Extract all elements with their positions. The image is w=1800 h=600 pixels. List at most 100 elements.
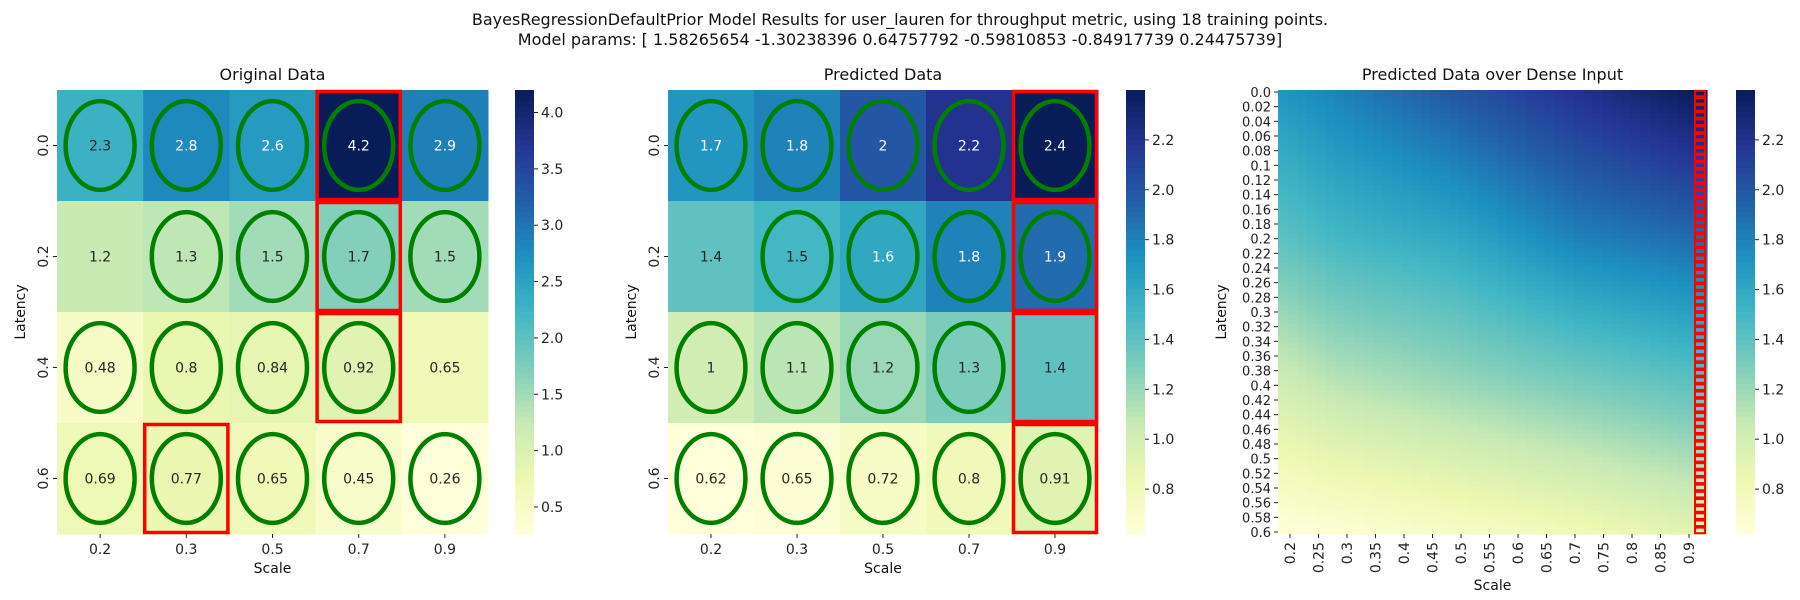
dense-heatmap-cell xyxy=(1697,357,1708,363)
dense-heatmap-cell xyxy=(1554,300,1565,306)
dense-heatmap-cell xyxy=(1573,438,1584,444)
dense-heatmap-cell xyxy=(1630,228,1641,234)
dense-heatmap-cell xyxy=(1478,90,1489,96)
colorbar-2-segment xyxy=(1736,134,1755,141)
dense-heatmap-cell xyxy=(1335,462,1346,468)
dense-heatmap-cell xyxy=(1382,376,1393,382)
dense-heatmap-cell xyxy=(1564,285,1575,292)
dense-heatmap-cell xyxy=(1335,242,1346,249)
dense-heatmap-cell xyxy=(1382,514,1393,521)
dense-heatmap-cell xyxy=(1344,218,1355,225)
dense-heatmap-cell xyxy=(1564,228,1575,234)
dense-heatmap-cell xyxy=(1535,109,1546,115)
colorbar-0-segment xyxy=(515,278,534,285)
dense-heatmap-cell xyxy=(1468,376,1479,382)
dense-heatmap-cell xyxy=(1544,132,1556,139)
dense-heatmap-cell xyxy=(1382,290,1393,296)
dense-heatmap-cell xyxy=(1583,467,1594,473)
dense-heatmap-cell xyxy=(1373,500,1384,506)
colorbar-0-segment xyxy=(515,239,534,246)
dense-heatmap-cell xyxy=(1668,428,1679,435)
dense-heatmap-cell xyxy=(1525,471,1536,478)
dense-heatmap-cell xyxy=(1573,395,1584,401)
dense-heatmap-cell xyxy=(1678,185,1689,191)
dense-heatmap-cell xyxy=(1611,252,1622,258)
heatmap-cell xyxy=(754,312,841,424)
dense-heatmap-cell xyxy=(1478,524,1489,530)
dense-heatmap-cell xyxy=(1525,347,1536,354)
dense-heatmap-cell xyxy=(1401,395,1413,401)
dense-heatmap-cell xyxy=(1525,381,1536,387)
dense-heatmap-cell xyxy=(1382,285,1393,292)
dense-heatmap-cell xyxy=(1516,343,1527,349)
dense-heatmap-cell xyxy=(1373,390,1384,397)
dense-heatmap-cell xyxy=(1287,323,1298,330)
dense-heatmap-cell xyxy=(1363,438,1374,444)
dense-heatmap-cell xyxy=(1554,118,1565,125)
heatmap-cell xyxy=(926,201,1013,313)
dense-heatmap-cell xyxy=(1649,242,1660,249)
dense-heatmap-cell xyxy=(1554,280,1565,287)
dense-heatmap-cell xyxy=(1630,338,1641,344)
colorbar-0-segment xyxy=(515,134,534,141)
dense-heatmap-cell xyxy=(1373,128,1384,134)
dense-heatmap-cell xyxy=(1640,495,1651,502)
colorbar-2-segment xyxy=(1736,328,1755,335)
dense-heatmap-cell xyxy=(1506,147,1517,153)
dense-heatmap-cell xyxy=(1592,309,1603,315)
dense-heatmap-cell xyxy=(1640,524,1651,530)
dense-heatmap-cell xyxy=(1382,94,1393,101)
dense-heatmap-cell xyxy=(1354,347,1365,354)
dense-heatmap-cell xyxy=(1525,285,1536,292)
dense-heatmap-cell xyxy=(1525,123,1536,129)
dense-heatmap-cell xyxy=(1525,386,1536,392)
dense-heatmap-cell xyxy=(1649,529,1660,535)
dense-heatmap-cell xyxy=(1278,161,1289,167)
dense-heatmap-cell xyxy=(1649,156,1660,163)
dense-heatmap-cell xyxy=(1583,266,1594,273)
dense-heatmap-cell xyxy=(1382,524,1393,530)
dense-heatmap-cell xyxy=(1440,343,1451,349)
dense-heatmap-cell xyxy=(1649,285,1660,292)
dense-heatmap-cell xyxy=(1316,314,1327,320)
dense-heatmap-cell xyxy=(1325,94,1336,101)
dense-heatmap-cell xyxy=(1363,94,1374,101)
dense-heatmap-cell xyxy=(1287,261,1298,268)
dense-heatmap-cell xyxy=(1287,171,1298,177)
dense-heatmap-cell xyxy=(1392,500,1403,506)
dense-heatmap-cell xyxy=(1278,409,1289,416)
dense-heatmap-cell xyxy=(1564,152,1575,158)
dense-heatmap-cell xyxy=(1592,257,1603,263)
dense-heatmap-cell xyxy=(1659,314,1670,320)
dense-heatmap-cell xyxy=(1516,190,1527,196)
dense-heatmap-cell xyxy=(1611,357,1622,363)
dense-heatmap-cell xyxy=(1602,238,1613,244)
dense-heatmap-cell xyxy=(1525,257,1536,263)
dense-heatmap-cell xyxy=(1401,376,1413,382)
dense-heatmap-cell xyxy=(1497,529,1508,535)
dense-heatmap-cell xyxy=(1564,529,1575,535)
dense-heatmap-cell xyxy=(1668,476,1679,483)
colorbar-0-tick-label: 3.0 xyxy=(541,218,563,234)
dense-heatmap-cell xyxy=(1430,448,1441,454)
dense-heatmap-cell xyxy=(1487,147,1498,153)
dense-heatmap-cell xyxy=(1478,314,1489,320)
dense-heatmap-cell xyxy=(1697,271,1708,277)
dense-heatmap-cell xyxy=(1449,448,1460,454)
dense-heatmap-cell xyxy=(1373,123,1384,129)
dense-heatmap-cell xyxy=(1449,529,1460,535)
dense-heatmap-cell xyxy=(1544,266,1556,273)
highlight-box xyxy=(1694,247,1706,255)
dense-heatmap-cell xyxy=(1487,457,1498,463)
dense-heatmap-cell xyxy=(1478,266,1489,273)
dense-heatmap-cell xyxy=(1630,271,1641,277)
dense-heatmap-cell xyxy=(1659,266,1670,273)
highlight-box xyxy=(1694,197,1706,205)
dense-heatmap-cell xyxy=(1344,214,1355,220)
dense-heatmap-cell xyxy=(1573,271,1584,277)
dense-heatmap-cell xyxy=(1459,242,1470,249)
dense-heatmap-cell xyxy=(1335,514,1346,521)
dense-heatmap-cell xyxy=(1583,132,1594,139)
dense-heatmap-cell xyxy=(1668,90,1679,96)
colorbar-0-segment xyxy=(515,478,534,485)
